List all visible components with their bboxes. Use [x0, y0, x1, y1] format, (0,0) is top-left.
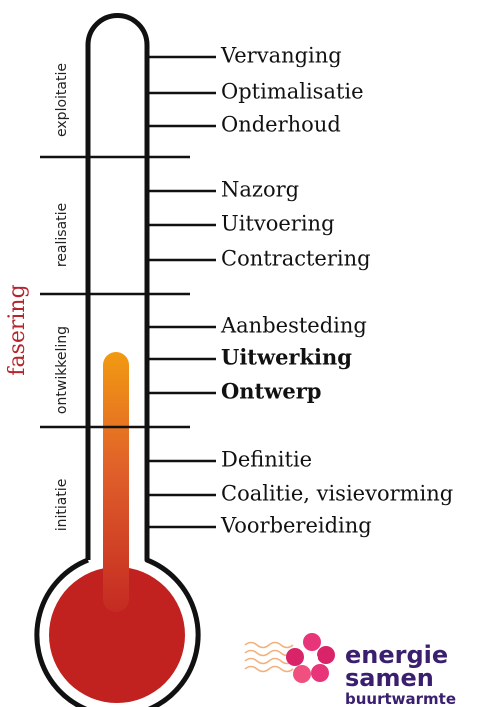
logo-line2: samen [345, 664, 434, 692]
logo-line3: buurtwarmte [345, 690, 456, 707]
mercury [103, 352, 129, 612]
step-label: Uitvoering [221, 212, 335, 236]
side-label: fasering [5, 284, 30, 375]
logo-flower [286, 633, 335, 683]
step-label: Voorbereiding [220, 514, 372, 538]
step-label: Vervanging [220, 44, 342, 68]
phase-label: realisatie [54, 203, 70, 267]
step-label: Ontwerp [221, 379, 321, 404]
logo-waves [245, 643, 293, 672]
thermometer-diagram: fasering energie samen buurtwarmte Verva… [0, 0, 499, 707]
step-label: Coalitie, visievorming [221, 482, 453, 506]
phase-label: exploitatie [54, 63, 70, 137]
step-label: Onderhoud [221, 113, 341, 137]
step-label: Contractering [221, 247, 371, 271]
step-label: Nazorg [221, 178, 299, 202]
phase-label: ontwikkeling [54, 326, 70, 414]
step-label: Uitwerking [221, 345, 352, 370]
step-label: Definitie [221, 448, 312, 472]
step-label: Optimalisatie [221, 80, 364, 104]
phase-label: initiatie [54, 479, 70, 532]
step-label: Aanbesteding [220, 314, 367, 338]
logo: energie samen buurtwarmte [245, 633, 456, 707]
